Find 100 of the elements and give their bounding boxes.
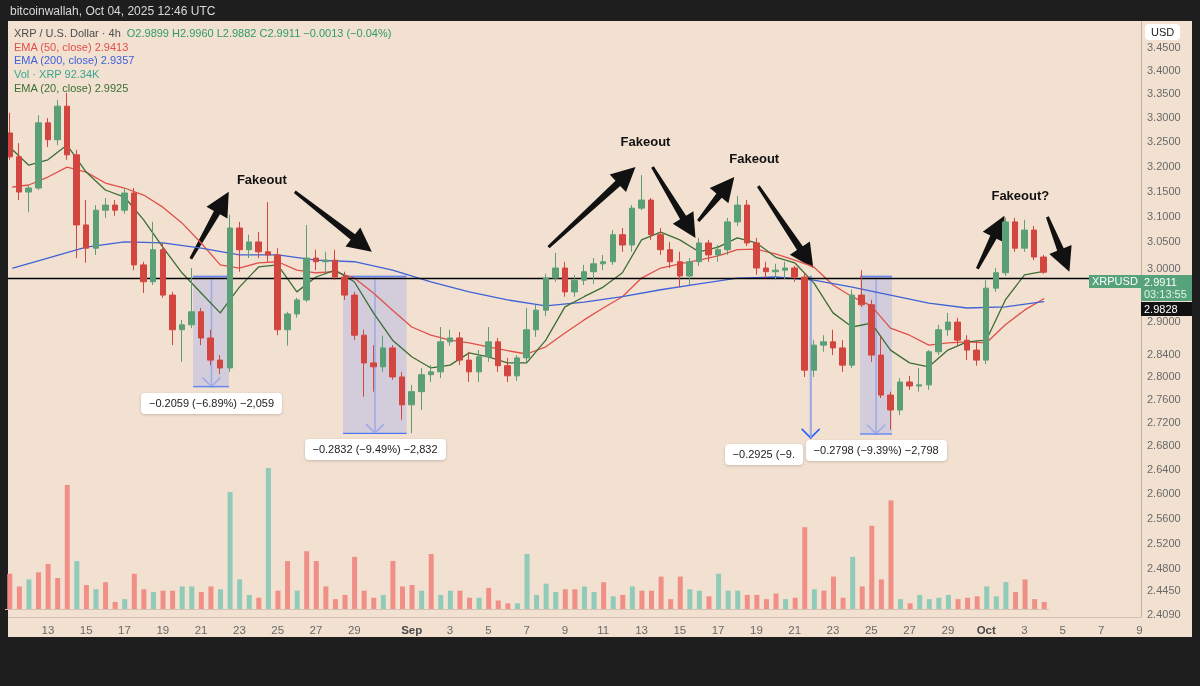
x-tick-label: 9 <box>1136 624 1143 636</box>
candlestick <box>217 354 223 375</box>
x-tick-label: 5 <box>1059 624 1067 636</box>
y-tick-label: 3.3000 <box>1147 111 1181 124</box>
candlestick <box>696 237 702 267</box>
candlestick <box>121 187 128 215</box>
candlestick <box>552 252 559 283</box>
annotation: Fakeout <box>729 150 780 166</box>
candlestick <box>533 304 539 338</box>
x-tick-label: 17 <box>711 624 725 636</box>
bar <box>1012 592 1018 609</box>
candlestick <box>667 241 673 269</box>
bar <box>141 589 147 609</box>
bar <box>399 586 405 609</box>
candlestick <box>705 239 712 263</box>
y-tick-label: 2.5600 <box>1147 511 1181 524</box>
bar <box>572 589 578 609</box>
candlestick <box>954 317 961 346</box>
candlestick <box>868 299 875 363</box>
bar <box>1022 579 1028 609</box>
candlestick <box>753 237 760 276</box>
candlestick <box>64 92 70 161</box>
candlestick <box>255 231 262 259</box>
annotation: −0.2798 (−9.39%) −2,798 <box>805 439 947 461</box>
annotation: Fakeout <box>236 171 287 187</box>
bar <box>428 554 434 609</box>
candlestick <box>610 229 616 266</box>
candlestick <box>1031 225 1037 261</box>
chart-title: XRP / U.S. Dollar · 4h <box>14 27 121 39</box>
candlestick <box>619 227 626 253</box>
candlestick <box>284 311 291 347</box>
y-tick-label: 2.4090 <box>1147 607 1181 620</box>
y-axis-title: USD <box>1145 24 1181 40</box>
candlestick <box>428 364 434 383</box>
bar <box>476 597 482 609</box>
candlestick <box>801 272 808 378</box>
ref-line-label: 2.9828 <box>1141 301 1192 316</box>
candlestick <box>485 326 492 363</box>
bar <box>256 597 262 609</box>
candlestick <box>887 391 894 431</box>
bar <box>45 563 51 609</box>
y-tick-label: 2.6400 <box>1147 463 1181 476</box>
x-tick-label: 25 <box>271 624 285 636</box>
x-tick-label: 27 <box>903 624 917 636</box>
candlestick <box>246 234 252 259</box>
x-tick-label: 29 <box>941 624 955 636</box>
bar <box>735 590 741 609</box>
y-tick-label: 3.0000 <box>1147 261 1181 274</box>
candlestick <box>188 267 195 329</box>
bar <box>438 594 444 609</box>
candlestick <box>562 261 568 298</box>
bar <box>466 597 472 609</box>
candlestick <box>724 217 731 256</box>
bar <box>591 592 597 609</box>
candlestick <box>782 261 788 280</box>
bar <box>696 590 702 609</box>
bar <box>811 589 817 609</box>
candlestick <box>198 307 204 346</box>
bar <box>1041 601 1047 609</box>
candlestick <box>629 204 635 253</box>
x-tick-label: 15 <box>673 624 687 636</box>
chart-subtitle: O2.9899 H2.9960 L2.9882 C2.9911 −0.0013 (−0.04%) <box>126 27 392 39</box>
bar <box>342 594 348 609</box>
candlestick <box>418 367 425 411</box>
candlestick <box>715 244 721 263</box>
x-tick-label: 11 <box>597 624 610 636</box>
bar <box>907 603 913 609</box>
candlestick <box>322 251 329 273</box>
annotation: XRPUSD <box>1089 274 1141 288</box>
bar <box>35 572 41 609</box>
candlestick <box>830 329 836 356</box>
candlestick <box>35 114 42 191</box>
candlestick <box>131 187 137 271</box>
candlestick <box>791 265 798 283</box>
text: 2.9911 <box>1144 275 1178 288</box>
bar <box>361 590 367 609</box>
bar <box>304 551 309 609</box>
bar <box>763 599 769 609</box>
x-tick-label: 23 <box>826 624 840 636</box>
bar <box>122 599 128 609</box>
bar <box>677 576 683 609</box>
candlestick <box>763 261 769 279</box>
annotation: −0.2059 (−6.89%) −2,059 <box>140 392 283 414</box>
bar <box>457 590 463 609</box>
bar <box>620 594 626 609</box>
bar <box>984 586 990 609</box>
candlestick <box>466 351 472 383</box>
bar <box>600 582 606 609</box>
bar <box>371 597 377 609</box>
candlestick <box>734 195 741 227</box>
y-tick-label: 3.1500 <box>1147 184 1181 197</box>
bar <box>840 597 846 609</box>
bar <box>869 525 875 609</box>
bar <box>897 599 903 609</box>
candlestick <box>93 204 99 256</box>
x-tick-label: 25 <box>864 624 878 636</box>
candlestick <box>657 227 664 256</box>
bar <box>54 577 60 609</box>
bar <box>859 586 865 609</box>
bar <box>112 601 118 609</box>
